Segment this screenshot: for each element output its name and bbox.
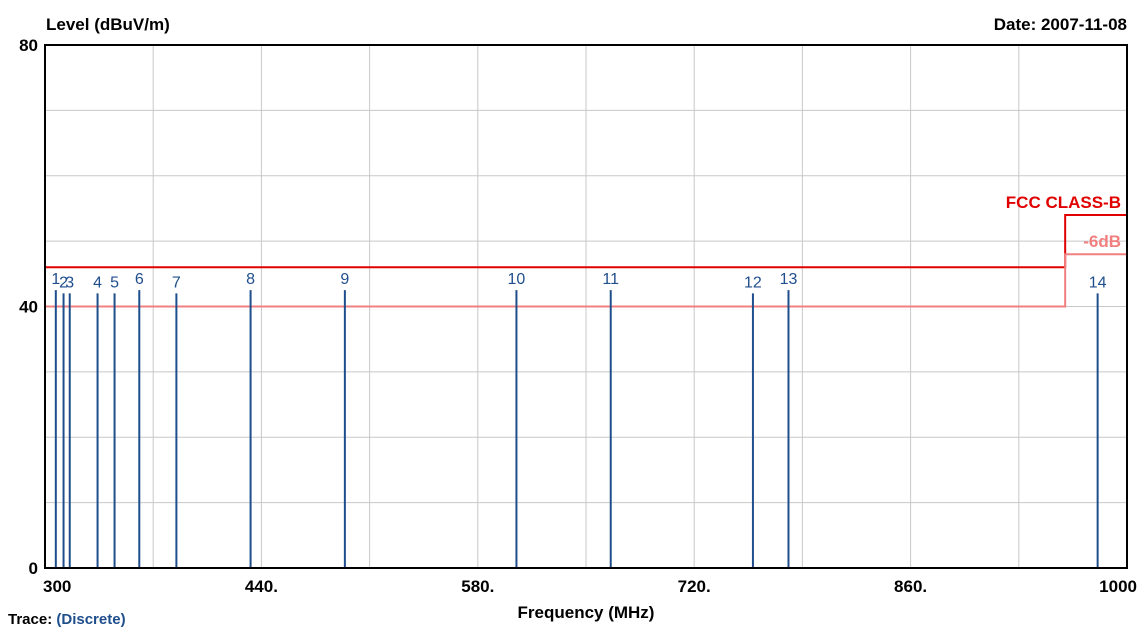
trace-value: (Discrete)	[56, 611, 126, 628]
limit-line-minus-6db	[45, 253, 1127, 308]
marker-label-1: 1	[51, 271, 60, 288]
y-axis-label: Level (dBuV/m)	[46, 15, 170, 34]
limit-line-fcc-class-b	[45, 213, 1127, 269]
marker-label-6: 6	[135, 271, 144, 288]
plot-border	[44, 44, 1128, 569]
marker-label-3: 3	[65, 274, 74, 291]
trace-label: Trace:	[8, 611, 53, 628]
marker-bars: 123 4 5 6 7 8 9 10 11 12 13 14	[51, 271, 1107, 568]
x-tick-label: 300	[43, 577, 71, 596]
marker-label-7: 7	[172, 274, 181, 291]
marker-label-11: 11	[602, 271, 619, 288]
marker-label-13: 13	[780, 271, 798, 288]
y-tick-label: 40	[19, 298, 38, 317]
marker-label-12: 12	[744, 274, 762, 291]
marker-label-9: 9	[340, 271, 349, 288]
x-tick-label: 580.	[461, 577, 494, 596]
limit-label: -6dB	[1083, 232, 1121, 251]
axis-ticks: 300 440. 580. 720. 860. 1000 0 40 80	[19, 36, 1137, 596]
y-tick-label: 80	[19, 36, 38, 55]
marker-label-2: 2	[59, 274, 68, 291]
marker-label-10: 10	[508, 271, 526, 288]
x-tick-label: 860.	[894, 577, 927, 596]
trace-info: Trace: (Discrete)	[8, 611, 126, 628]
marker-label-14: 14	[1089, 274, 1107, 291]
marker-label-4: 4	[93, 274, 102, 291]
limit-lines: FCC CLASS-B -6dB	[45, 193, 1127, 308]
x-tick-label: 440.	[245, 577, 278, 596]
y-tick-label: 0	[29, 559, 38, 578]
marker-label-5: 5	[110, 274, 119, 291]
marker-label-8: 8	[246, 271, 255, 288]
x-tick-label: 1000	[1099, 577, 1137, 596]
grid	[45, 45, 1127, 568]
date-label: Date: 2007-11-08	[994, 15, 1127, 34]
x-axis-label: Frequency (MHz)	[518, 603, 655, 622]
x-tick-label: 720.	[678, 577, 711, 596]
limit-label: FCC CLASS-B	[1006, 193, 1121, 212]
